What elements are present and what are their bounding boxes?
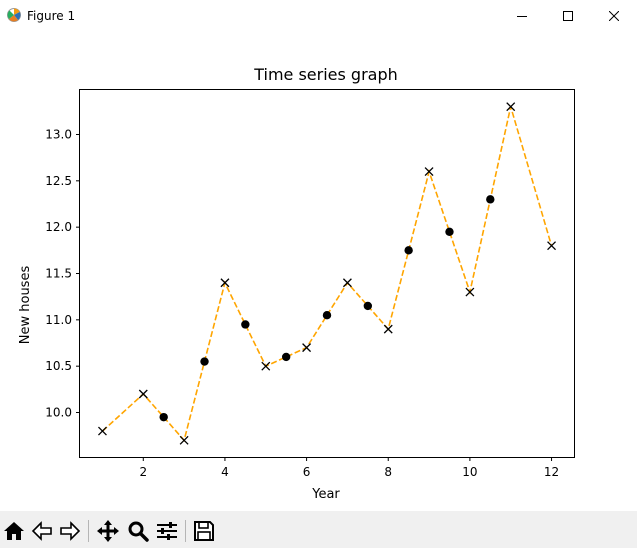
- y-axis-label: New houses: [18, 266, 33, 345]
- series-line: [101, 106, 553, 442]
- x-marker-point: [302, 343, 312, 353]
- chart-title: Time series graph: [253, 65, 398, 84]
- x-marker-point: [506, 102, 516, 112]
- circle-marker-point: [241, 320, 250, 329]
- circle-marker-point: [281, 352, 291, 362]
- close-button[interactable]: [591, 0, 637, 31]
- configure-subplots-icon: [157, 522, 177, 540]
- navigation-toolbar: [0, 511, 637, 548]
- configure-subplots-button[interactable]: [155, 519, 179, 543]
- circle-marker-point: [486, 195, 495, 204]
- back-button[interactable]: [30, 519, 54, 543]
- forward-icon: [60, 521, 81, 541]
- minimize-icon: [517, 15, 527, 17]
- x-tick-label: 10: [462, 465, 477, 479]
- plot-area-frame: [79, 89, 575, 458]
- forward-button[interactable]: [58, 519, 82, 543]
- x-tick-label: 2: [139, 465, 147, 479]
- pan-button[interactable]: [96, 519, 120, 543]
- figure-canvas[interactable]: Time series graph Year New houses 2 4 6 8 10…: [0, 31, 637, 511]
- y-tick-label: 13.0: [45, 127, 72, 141]
- y-tick-label: 12.5: [45, 174, 72, 188]
- circle-marker-point: [404, 246, 413, 255]
- save-icon: [194, 521, 214, 541]
- ticks-layer: 2 4 6 8 10 12 10.0 10.5 11.0 11.5 12.0 12.5 13.0: [45, 127, 559, 479]
- x-marker-point: [97, 426, 107, 436]
- toolbar-separator: [88, 520, 89, 542]
- x-marker-point: [220, 278, 230, 288]
- x-tick-label: 12: [544, 465, 559, 479]
- x-tick-label: 6: [303, 465, 311, 479]
- time-series-chart: Time series graph Year New houses 2 4 6 8 10…: [18, 65, 575, 502]
- back-icon: [31, 521, 52, 541]
- toolbar-separator: [185, 520, 186, 542]
- home-button[interactable]: [2, 519, 26, 543]
- home-icon: [4, 522, 24, 540]
- y-tick-label: 11.5: [45, 267, 72, 281]
- x-marker-point: [424, 167, 434, 177]
- y-tick-label: 12.0: [45, 220, 72, 234]
- window-title: Figure 1: [27, 9, 76, 23]
- x-marker-point: [138, 389, 148, 399]
- maximize-icon: [563, 10, 573, 21]
- circle-marker-point: [159, 412, 168, 422]
- x-marker-point: [547, 241, 557, 251]
- minimize-button[interactable]: [499, 0, 545, 31]
- circle-marker-point: [363, 301, 373, 311]
- circle-marker-point: [322, 311, 332, 320]
- circle-marker-point: [445, 227, 454, 236]
- pan-icon: [97, 520, 119, 542]
- save-button[interactable]: [192, 519, 216, 543]
- markers-layer: [97, 102, 557, 445]
- circle-marker-point: [200, 357, 209, 366]
- zoom-icon: [128, 521, 149, 542]
- x-marker-point: [342, 278, 352, 288]
- x-tick-label: 8: [384, 465, 392, 479]
- y-tick-label: 10.0: [45, 406, 72, 420]
- x-axis-label: Year: [311, 487, 340, 502]
- matplotlib-app-icon: [7, 8, 21, 22]
- x-marker-point: [465, 287, 475, 297]
- x-marker-point: [179, 435, 189, 445]
- zoom-button[interactable]: [126, 519, 150, 543]
- y-tick-label: 10.5: [45, 359, 72, 373]
- x-tick-label: 4: [221, 465, 229, 479]
- series-line-layer: [101, 106, 553, 442]
- x-marker-point: [261, 361, 271, 371]
- x-marker-point: [383, 324, 393, 334]
- y-tick-label: 11.0: [45, 313, 72, 327]
- title-bar: Figure 1: [0, 0, 637, 31]
- maximize-button[interactable]: [545, 0, 591, 31]
- close-icon: [609, 10, 619, 21]
